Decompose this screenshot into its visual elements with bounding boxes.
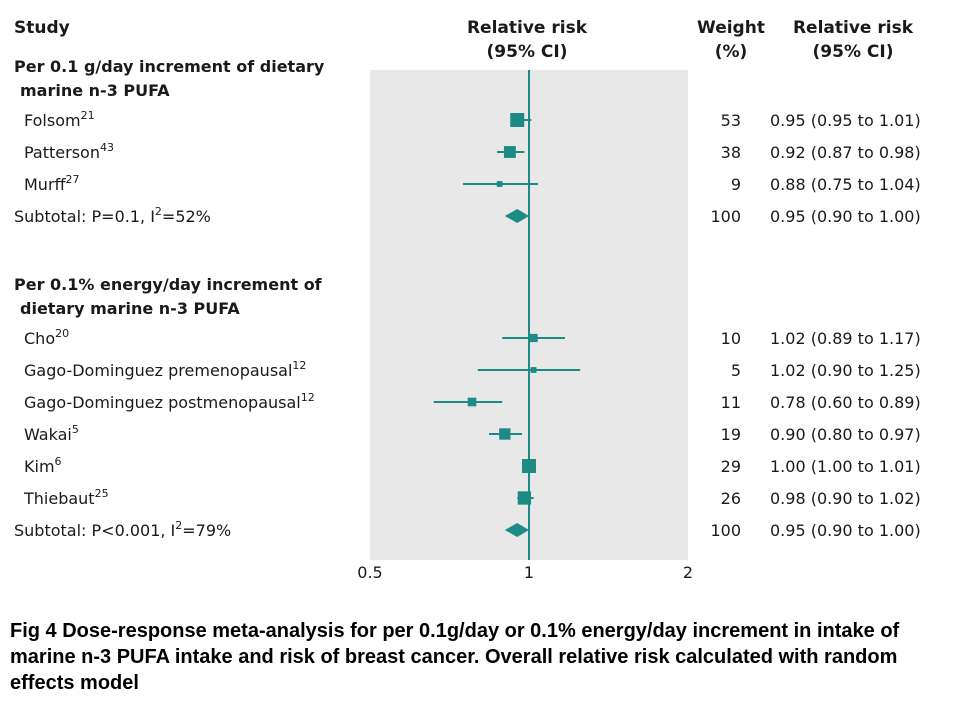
ci-text: 1.00 (1.00 to 1.01) bbox=[770, 457, 921, 476]
x-axis: 0.5 1 2 bbox=[357, 563, 693, 582]
study-label: Gago-Dominguez postmenopausal12 bbox=[24, 391, 315, 412]
subtotal-diamond bbox=[504, 523, 529, 537]
study-label: Gago-Dominguez premenopausal12 bbox=[24, 359, 306, 380]
ci-text: 1.02 (0.90 to 1.25) bbox=[770, 361, 921, 380]
subtotal-text: Subtotal: P<0.001, I bbox=[14, 521, 175, 540]
forest-rows: Per 0.1 g/day increment of dietary marine… bbox=[14, 57, 921, 540]
point-estimate-marker bbox=[499, 428, 511, 440]
point-estimate-marker bbox=[517, 491, 531, 505]
weight-value: 10 bbox=[721, 329, 741, 348]
x-tick-label: 2 bbox=[683, 563, 693, 582]
study-reference: 20 bbox=[55, 327, 69, 340]
subtotal-weight: 100 bbox=[710, 207, 741, 226]
point-estimate-marker bbox=[529, 333, 538, 343]
study-reference: 21 bbox=[81, 109, 95, 122]
weight-value: 29 bbox=[721, 457, 741, 476]
study-name: Folsom bbox=[24, 111, 81, 130]
subtotal-diamond bbox=[504, 209, 529, 223]
weight-value: 38 bbox=[721, 143, 741, 162]
ci-text: 0.92 (0.87 to 0.98) bbox=[770, 143, 921, 162]
study-label: Cho20 bbox=[24, 327, 69, 348]
header-weight: Weight bbox=[697, 18, 765, 38]
study-label: Wakai5 bbox=[24, 423, 79, 444]
header-relative-risk-ci: (95% CI) bbox=[487, 42, 568, 62]
study-name: Thiebaut bbox=[23, 489, 95, 508]
weight-value: 5 bbox=[731, 361, 741, 380]
header-relative-risk-text-ci: (95% CI) bbox=[813, 42, 894, 62]
header-relative-risk: Relative risk bbox=[467, 18, 588, 38]
ci-text: 0.90 (0.80 to 0.97) bbox=[770, 425, 921, 444]
subtotal-weight: 100 bbox=[710, 521, 741, 540]
weight-value: 11 bbox=[721, 393, 741, 412]
header-weight-unit: (%) bbox=[715, 42, 748, 62]
x-tick-label: 1 bbox=[524, 563, 534, 582]
point-estimate-marker bbox=[510, 113, 525, 127]
subtotal-superscript: 2 bbox=[175, 519, 182, 532]
study-reference: 5 bbox=[72, 423, 79, 436]
ci-text: 0.98 (0.90 to 1.02) bbox=[770, 489, 921, 508]
group-title: dietary marine n-3 PUFA bbox=[20, 299, 240, 318]
study-name: Gago-Dominguez premenopausal bbox=[24, 361, 292, 380]
weight-value: 9 bbox=[731, 175, 741, 194]
point-estimate-marker bbox=[522, 459, 536, 473]
ci-text: 0.78 (0.60 to 0.89) bbox=[770, 393, 921, 412]
subtotal-superscript: 2 bbox=[155, 205, 162, 218]
forest-plot: Study Relative risk (95% CI) Weight (%) … bbox=[14, 18, 921, 582]
study-name: Gago-Dominguez postmenopausal bbox=[24, 393, 301, 412]
subtotal-ci-text: 0.95 (0.90 to 1.00) bbox=[770, 521, 921, 540]
point-estimate-marker bbox=[467, 397, 477, 407]
ci-text: 0.88 (0.75 to 1.04) bbox=[770, 175, 921, 194]
point-estimate-marker bbox=[496, 181, 503, 187]
study-reference: 6 bbox=[55, 455, 62, 468]
study-reference: 25 bbox=[95, 487, 109, 500]
study-name: Kim bbox=[24, 457, 55, 476]
study-reference: 27 bbox=[66, 173, 80, 186]
subtotal-ci-text: 0.95 (0.90 to 1.00) bbox=[770, 207, 921, 226]
weight-value: 19 bbox=[721, 425, 741, 444]
ci-text: 1.02 (0.89 to 1.17) bbox=[770, 329, 921, 348]
study-label: Patterson43 bbox=[24, 141, 114, 162]
study-label: Kim6 bbox=[24, 455, 62, 476]
study-name: Patterson bbox=[24, 143, 100, 162]
group-title: Per 0.1 g/day increment of dietary bbox=[14, 57, 325, 76]
group-title: marine n-3 PUFA bbox=[20, 81, 170, 100]
study-label: Murff27 bbox=[24, 173, 80, 194]
study-reference: 43 bbox=[100, 141, 114, 154]
subtotal-heterogeneity: =79% bbox=[182, 521, 231, 540]
weight-value: 26 bbox=[721, 489, 741, 508]
header-relative-risk-text: Relative risk bbox=[793, 18, 914, 38]
study-label: Thiebaut25 bbox=[23, 487, 109, 508]
point-estimate-marker bbox=[503, 146, 516, 158]
header-study: Study bbox=[14, 18, 70, 38]
study-reference: 12 bbox=[292, 359, 306, 372]
subtotal-label: Subtotal: P=0.1, I2=52% bbox=[14, 205, 211, 226]
subtotal-text: Subtotal: P=0.1, I bbox=[14, 207, 155, 226]
ci-text: 0.95 (0.95 to 1.01) bbox=[770, 111, 921, 130]
subtotal-heterogeneity: =52% bbox=[162, 207, 211, 226]
x-tick-label: 0.5 bbox=[357, 563, 382, 582]
study-label: Folsom21 bbox=[24, 109, 95, 130]
figure-caption: Fig 4 Dose-response meta-analysis for pe… bbox=[10, 620, 900, 694]
study-name: Cho bbox=[24, 329, 55, 348]
study-reference: 12 bbox=[301, 391, 315, 404]
point-estimate-marker bbox=[530, 367, 537, 373]
weight-value: 53 bbox=[721, 111, 741, 130]
group-title: Per 0.1% energy/day increment of bbox=[14, 275, 323, 294]
study-name: Murff bbox=[24, 175, 67, 194]
subtotal-label: Subtotal: P<0.001, I2=79% bbox=[14, 519, 231, 540]
study-name: Wakai bbox=[24, 425, 72, 444]
